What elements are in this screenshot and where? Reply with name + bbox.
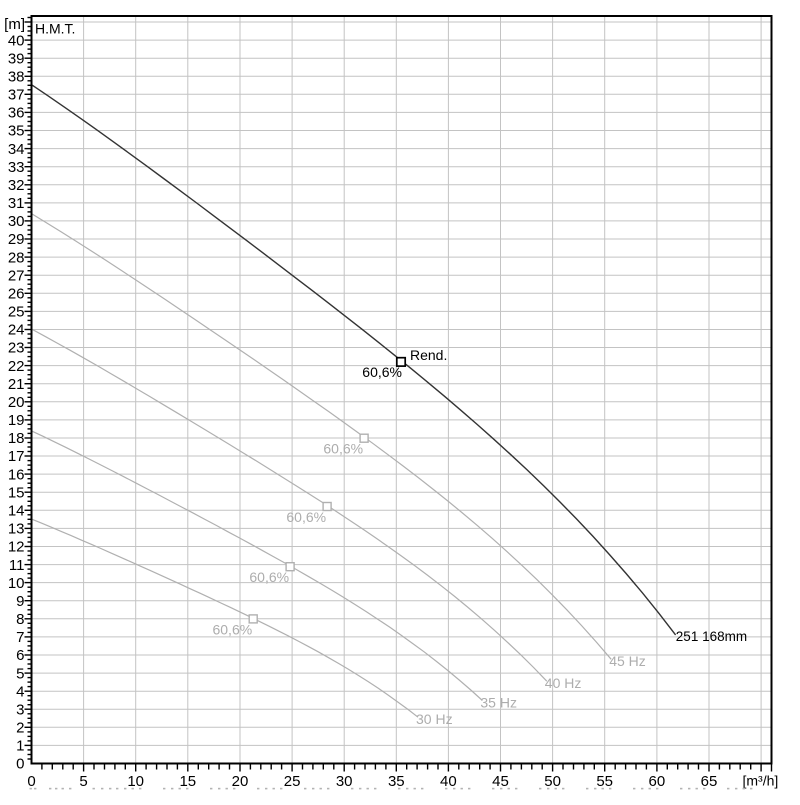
svg-text:25: 25 [8, 304, 25, 321]
svg-text:29: 29 [8, 231, 25, 248]
svg-text:H.M.T.: H.M.T. [35, 21, 75, 37]
svg-text:21: 21 [8, 376, 25, 393]
svg-text:40 Hz: 40 Hz [545, 675, 582, 691]
svg-text:17: 17 [8, 448, 25, 465]
svg-text:45 Hz: 45 Hz [609, 653, 646, 669]
svg-text:18: 18 [8, 430, 25, 447]
svg-text:36: 36 [8, 105, 25, 122]
svg-text:251 168mm: 251 168mm [676, 629, 747, 644]
svg-text:6: 6 [16, 647, 24, 664]
svg-text:45: 45 [492, 773, 509, 790]
svg-text:2: 2 [16, 720, 24, 737]
svg-text:10: 10 [127, 773, 144, 790]
svg-text:35: 35 [8, 123, 25, 140]
svg-text:1: 1 [16, 738, 24, 755]
svg-text:5: 5 [16, 665, 24, 682]
svg-text:40: 40 [440, 773, 457, 790]
svg-text:60,6%: 60,6% [212, 621, 252, 637]
svg-text:15: 15 [8, 484, 25, 501]
svg-text:4: 4 [16, 683, 24, 700]
svg-text:11: 11 [9, 557, 25, 574]
svg-text:50: 50 [544, 773, 561, 790]
svg-text:60,6%: 60,6% [323, 441, 363, 457]
svg-text:[m³/h]: [m³/h] [743, 773, 779, 789]
svg-text:20: 20 [8, 394, 25, 411]
svg-text:16: 16 [8, 466, 25, 483]
svg-text:26: 26 [8, 286, 25, 303]
svg-text:65: 65 [701, 773, 718, 790]
svg-text:60,6%: 60,6% [362, 364, 402, 380]
svg-text:39: 39 [8, 50, 25, 67]
svg-text:32: 32 [8, 177, 25, 194]
svg-text:60,6%: 60,6% [249, 569, 289, 585]
svg-text:23: 23 [8, 340, 25, 357]
svg-text:25: 25 [284, 773, 301, 790]
svg-text:35: 35 [388, 773, 405, 790]
svg-text:3: 3 [16, 701, 24, 718]
svg-text:8: 8 [16, 611, 24, 628]
svg-text:0: 0 [27, 773, 35, 790]
svg-text:9: 9 [16, 593, 24, 610]
svg-text:33: 33 [8, 159, 25, 176]
svg-text:38: 38 [8, 69, 25, 86]
svg-text:30: 30 [8, 213, 25, 230]
svg-text:24: 24 [8, 322, 25, 339]
svg-text:31: 31 [8, 195, 25, 212]
svg-text:22: 22 [8, 358, 25, 375]
svg-text:10: 10 [8, 575, 25, 592]
svg-text:Rend.: Rend. [410, 347, 447, 363]
svg-text:5: 5 [79, 773, 87, 790]
svg-text:40: 40 [8, 32, 25, 49]
svg-text:30: 30 [336, 773, 353, 790]
svg-text:30 Hz: 30 Hz [416, 711, 453, 727]
svg-text:[m]: [m] [4, 16, 25, 33]
svg-text:28: 28 [8, 249, 25, 266]
svg-text:12: 12 [8, 539, 25, 556]
svg-text:60: 60 [649, 773, 666, 790]
svg-text:34: 34 [8, 141, 25, 158]
svg-text:7: 7 [16, 629, 24, 646]
svg-text:0: 0 [16, 756, 24, 773]
svg-text:27: 27 [8, 267, 25, 284]
svg-text:15: 15 [179, 773, 196, 790]
svg-text:35 Hz: 35 Hz [480, 694, 517, 710]
svg-text:20: 20 [232, 773, 249, 790]
svg-text:14: 14 [8, 503, 25, 520]
svg-text:19: 19 [8, 412, 25, 429]
svg-text:55: 55 [596, 773, 613, 790]
svg-text:13: 13 [8, 521, 25, 538]
svg-text:37: 37 [8, 87, 25, 104]
svg-text:60,6%: 60,6% [286, 509, 326, 525]
